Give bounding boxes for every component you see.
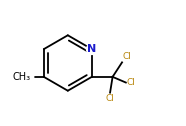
Text: Cl: Cl bbox=[106, 94, 115, 103]
Text: Cl: Cl bbox=[126, 78, 135, 87]
Text: Cl: Cl bbox=[122, 52, 131, 61]
Circle shape bbox=[86, 44, 97, 54]
Text: N: N bbox=[87, 44, 96, 54]
Circle shape bbox=[22, 71, 34, 83]
Text: CH₃: CH₃ bbox=[12, 72, 31, 82]
